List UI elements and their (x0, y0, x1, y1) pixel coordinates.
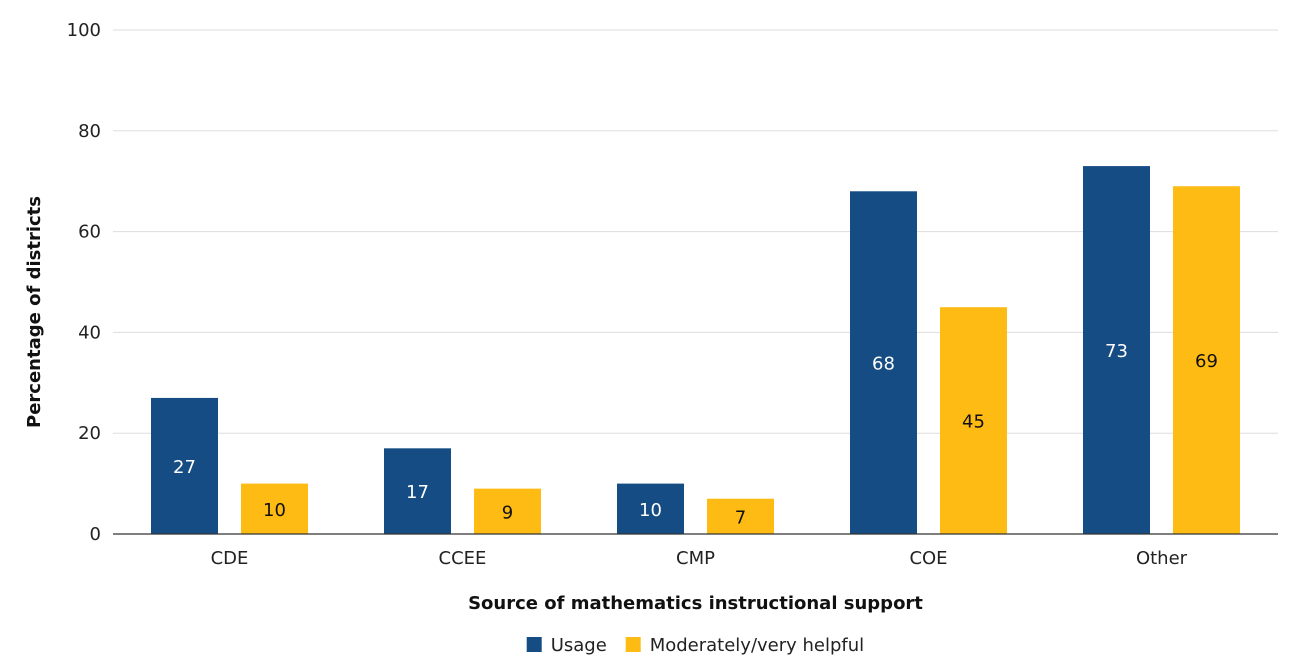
data-label: 69 (1195, 351, 1218, 372)
x-tick-label: CMP (676, 548, 715, 569)
data-label: 7 (735, 507, 746, 528)
y-tick-label: 0 (90, 524, 101, 545)
legend-label-helpful: Moderately/very helpful (650, 635, 864, 656)
x-axis-ticks: CDE CCEE CMP COE Other (211, 548, 1188, 569)
bar-cde-usage (151, 397, 218, 534)
bar-coe-helpful (940, 307, 1007, 534)
data-label: 27 (173, 457, 196, 478)
y-axis-title: Percentage of districts (24, 196, 45, 428)
data-labels: 27 10 17 9 10 7 68 45 73 69 (173, 341, 1218, 528)
bars (151, 166, 1240, 535)
y-axis-ticks: 0 20 40 60 80 100 (67, 20, 101, 545)
data-label: 10 (263, 500, 286, 521)
y-tick-label: 100 (67, 20, 101, 41)
bar-cde-helpful (241, 483, 308, 534)
bar-ccee-usage (384, 448, 451, 534)
x-tick-label: CDE (211, 548, 249, 569)
y-tick-label: 80 (78, 121, 101, 142)
data-label: 10 (639, 500, 662, 521)
x-tick-label: COE (909, 548, 947, 569)
data-label: 73 (1105, 341, 1128, 362)
data-label: 68 (872, 354, 895, 375)
y-tick-label: 20 (78, 423, 101, 444)
x-tick-label: Other (1136, 548, 1188, 569)
bar-other-usage (1083, 166, 1150, 534)
legend-label-usage: Usage (551, 635, 607, 656)
y-tick-label: 60 (78, 222, 101, 243)
x-axis-title: Source of mathematics instructional supp… (468, 593, 923, 614)
data-label: 45 (962, 412, 985, 433)
bar-other-helpful (1173, 186, 1240, 535)
bar-ccee-helpful (474, 488, 541, 534)
data-label: 9 (502, 502, 513, 523)
y-tick-label: 40 (78, 322, 101, 343)
legend-swatch-helpful (625, 637, 641, 652)
legend-swatch-usage (526, 637, 542, 652)
bar-coe-usage (850, 191, 917, 534)
data-label: 17 (406, 482, 429, 503)
legend: Usage Moderately/very helpful (526, 635, 864, 656)
bar-cmp-usage (617, 483, 684, 534)
x-tick-label: CCEE (439, 548, 487, 569)
bar-cmp-helpful (707, 498, 774, 534)
